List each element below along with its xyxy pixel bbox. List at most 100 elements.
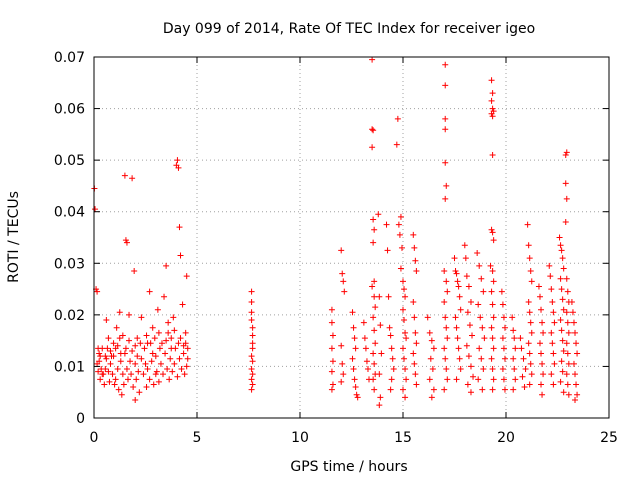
data-point — [128, 371, 135, 378]
data-point — [522, 366, 529, 373]
data-point — [138, 314, 145, 321]
data-point — [384, 247, 391, 254]
data-point — [106, 378, 113, 385]
data-point — [525, 242, 532, 249]
data-point — [489, 229, 496, 236]
data-point — [338, 378, 345, 385]
data-point — [469, 332, 476, 339]
data-point — [453, 270, 460, 277]
data-point — [393, 141, 400, 148]
data-point — [550, 309, 557, 316]
data-point — [402, 366, 409, 373]
data-point — [426, 329, 433, 336]
data-point — [328, 368, 335, 375]
data-point — [146, 376, 153, 383]
data-point — [101, 381, 108, 388]
data-point — [153, 368, 160, 375]
data-point — [442, 195, 449, 202]
data-point — [568, 298, 575, 305]
data-point — [328, 345, 335, 352]
data-point — [350, 366, 357, 373]
data-point — [490, 376, 497, 383]
data-point — [249, 345, 256, 352]
data-point — [477, 314, 484, 321]
data-point — [478, 275, 485, 282]
data-point — [102, 353, 109, 360]
data-point — [559, 296, 566, 303]
data-point — [403, 335, 410, 342]
data-point — [97, 376, 104, 383]
data-point — [560, 389, 567, 396]
data-point — [489, 151, 496, 158]
y-tick-label: 0 — [76, 411, 85, 427]
data-point — [467, 298, 474, 305]
data-point — [456, 293, 463, 300]
data-point — [535, 283, 542, 290]
data-point — [443, 324, 450, 331]
data-point — [520, 355, 527, 362]
data-point — [490, 237, 497, 244]
data-point — [132, 396, 139, 403]
data-point — [174, 373, 181, 380]
data-point — [339, 360, 346, 367]
data-point — [116, 335, 123, 342]
data-point — [363, 358, 370, 365]
data-point — [572, 371, 579, 378]
data-point — [177, 335, 184, 342]
data-point — [454, 335, 461, 342]
data-point — [387, 332, 394, 339]
y-tick-label: 0.07 — [54, 50, 85, 66]
data-point — [474, 249, 481, 256]
data-point — [464, 381, 471, 388]
data-point — [352, 345, 359, 352]
data-point — [182, 329, 189, 336]
data-point — [352, 384, 359, 391]
data-point — [442, 126, 449, 133]
data-point — [465, 283, 472, 290]
data-point — [558, 247, 565, 254]
data-point — [175, 164, 182, 171]
data-point — [155, 378, 162, 385]
data-point — [563, 371, 570, 378]
data-point — [114, 366, 121, 373]
data-point — [372, 340, 379, 347]
data-point — [442, 115, 449, 122]
data-point — [370, 127, 377, 134]
y-tick-label: 0.06 — [54, 102, 85, 118]
data-point — [536, 340, 543, 347]
data-point — [377, 322, 384, 329]
data-point — [394, 115, 401, 122]
data-point — [329, 358, 336, 365]
data-point — [490, 314, 497, 321]
data-point — [115, 386, 122, 393]
data-point — [557, 242, 564, 249]
data-point — [467, 363, 474, 370]
data-point — [389, 355, 396, 362]
data-point — [539, 391, 546, 398]
data-point — [479, 386, 486, 393]
data-point — [133, 376, 140, 383]
data-point — [118, 391, 125, 398]
data-point — [478, 355, 485, 362]
data-point — [122, 345, 129, 352]
data-point — [525, 298, 532, 305]
data-point — [462, 255, 469, 262]
data-point — [141, 345, 148, 352]
data-point — [519, 373, 526, 380]
y-tick-label: 0.02 — [54, 308, 85, 324]
data-point — [500, 376, 507, 383]
data-point — [146, 288, 153, 295]
data-point — [110, 340, 117, 347]
data-point — [528, 371, 535, 378]
data-point — [562, 180, 569, 187]
data-point — [451, 255, 458, 262]
data-point — [475, 301, 482, 308]
data-point — [127, 358, 134, 365]
data-point — [152, 371, 159, 378]
data-point — [96, 350, 103, 357]
data-point — [510, 386, 517, 393]
data-point — [369, 56, 376, 63]
data-point — [178, 366, 185, 373]
data-point — [444, 376, 451, 383]
data-point — [557, 378, 564, 385]
